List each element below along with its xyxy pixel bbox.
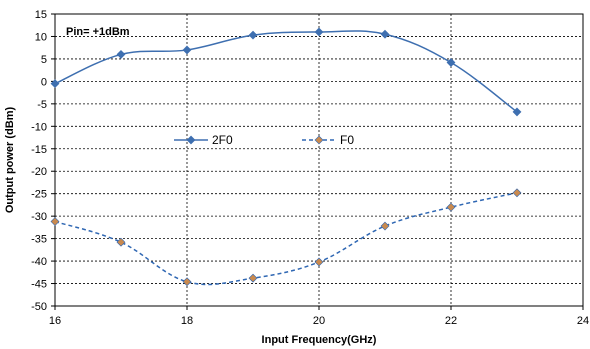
x-axis-title: Input Frequency(GHz) — [262, 334, 377, 346]
y-tick-label: -20 — [31, 166, 47, 178]
y-tick-label: 0 — [41, 76, 47, 88]
data-point-2f0 — [380, 29, 390, 39]
x-tick-label: 18 — [181, 315, 193, 327]
series-layer — [50, 27, 522, 287]
series-line-f0 — [54, 192, 518, 286]
x-tick-label: 20 — [313, 315, 325, 327]
legend-label-2f0: 2F0 — [212, 133, 233, 147]
x-axis-ticks: 16 18 20 22 24 — [49, 306, 589, 327]
data-point-f0 — [182, 277, 192, 287]
annotation-pin: Pin= +1dBm — [66, 26, 130, 38]
y-tick-label: -45 — [31, 279, 47, 291]
y-tick-label: 10 — [35, 31, 47, 43]
x-tick-label: 22 — [445, 315, 457, 327]
y-tick-label: -25 — [31, 189, 47, 201]
y-tick-label: 5 — [41, 54, 47, 66]
data-point-f0 — [116, 237, 126, 247]
data-point-2f0 — [314, 27, 324, 37]
data-point-2f0 — [446, 58, 456, 67]
data-point-2f0 — [182, 45, 192, 55]
y-tick-label: -50 — [31, 301, 47, 313]
x-tick-label: 16 — [49, 315, 61, 327]
x-tick-label: 24 — [577, 315, 589, 327]
y-tick-label: -30 — [31, 211, 47, 223]
data-point-f0 — [248, 273, 258, 283]
y-tick-label: -5 — [37, 99, 47, 111]
data-point-2f0 — [116, 50, 126, 59]
data-point-2f0 — [50, 79, 60, 89]
data-point-f0 — [380, 221, 390, 231]
legend-marker-f0 — [314, 135, 324, 145]
legend-label-f0: F0 — [340, 133, 354, 147]
data-point-f0 — [314, 257, 324, 267]
y-tick-label: -40 — [31, 256, 47, 268]
legend-marker-2f0 — [186, 135, 196, 145]
y-tick-label: -10 — [31, 121, 47, 133]
data-point-2f0 — [512, 107, 522, 117]
data-point-f0 — [50, 217, 60, 226]
legend: 2F0 F0 — [174, 133, 354, 147]
y-axis-title: Output power (dBm) — [4, 107, 16, 214]
data-point-2f0 — [248, 30, 258, 40]
data-point-f0 — [512, 188, 522, 198]
y-tick-label: 15 — [35, 9, 47, 21]
y-tick-label: -35 — [31, 234, 47, 246]
data-point-f0 — [446, 202, 456, 212]
y-tick-label: -15 — [31, 144, 47, 156]
